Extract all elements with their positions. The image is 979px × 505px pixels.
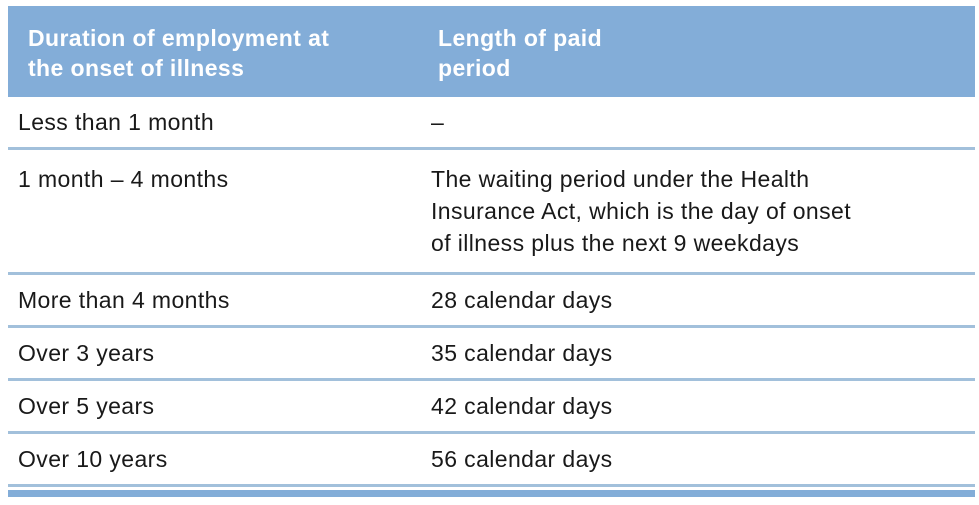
table-row: Over 10 years 56 calendar days (8, 434, 975, 487)
paid-period-cell: 56 calendar days (431, 446, 613, 472)
paid-sick-leave-table: Duration of employment at the onset of i… (8, 6, 975, 497)
duration-cell: Over 10 years (18, 446, 168, 472)
paid-period-cell: – (431, 109, 445, 135)
duration-cell: Over 3 years (18, 340, 155, 366)
paid-period-cell: The waiting period under the Health Insu… (431, 166, 852, 256)
paid-period-cell: 35 calendar days (431, 340, 613, 366)
table-header-row: Duration of employment at the onset of i… (8, 6, 975, 97)
duration-cell: Less than 1 month (18, 109, 215, 135)
header-duration-of-employment: Duration of employment at the onset of i… (28, 25, 330, 81)
duration-cell: Over 5 years (18, 393, 155, 419)
table-row: Over 5 years 42 calendar days (8, 381, 975, 434)
paid-period-cell: 28 calendar days (431, 287, 613, 313)
paid-period-cell: 42 calendar days (431, 393, 613, 419)
table-row: 1 month – 4 months The waiting period un… (8, 150, 975, 275)
table-row: More than 4 months 28 calendar days (8, 275, 975, 328)
duration-cell: 1 month – 4 months (18, 166, 229, 192)
duration-cell: More than 4 months (18, 287, 230, 313)
table-row: Over 3 years 35 calendar days (8, 328, 975, 381)
header-length-of-paid-period: Length of paid period (438, 25, 603, 81)
table-row: Less than 1 month – (8, 97, 975, 150)
table-bottom-bar (8, 490, 975, 497)
